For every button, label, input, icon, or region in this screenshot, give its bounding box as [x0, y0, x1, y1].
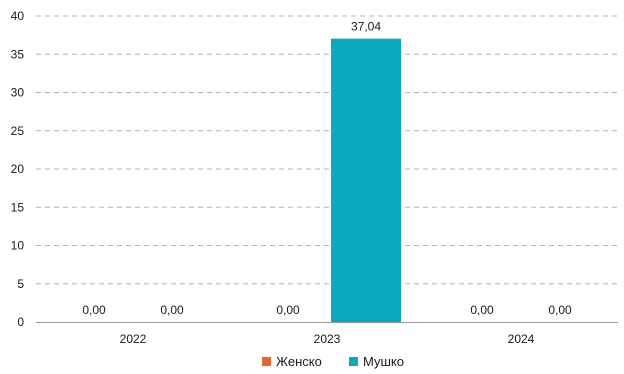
- legend-swatch: [262, 357, 271, 366]
- gridlines: [36, 15, 618, 285]
- y-tick-label: 40: [11, 9, 25, 23]
- data-label: 37,04: [351, 20, 381, 34]
- legend: Женско Мушко: [262, 354, 404, 369]
- data-label: 0,00: [470, 303, 494, 317]
- data-label: 0,00: [82, 303, 106, 317]
- legend-swatch: [349, 357, 358, 366]
- x-axis-tick-labels: 2022 2023 2024: [120, 332, 535, 346]
- x-tick-label: 2024: [508, 332, 535, 346]
- y-tick-label: 30: [11, 86, 25, 100]
- data-labels: 0,00 0,00 0,00 37,04 0,00 0,00: [82, 20, 572, 317]
- y-tick-label: 35: [11, 47, 25, 61]
- data-label: 0,00: [276, 303, 300, 317]
- data-label: 0,00: [160, 303, 184, 317]
- y-tick-label: 25: [11, 124, 25, 138]
- bars: [331, 38, 401, 322]
- y-tick-label: 20: [11, 162, 25, 176]
- y-tick-label: 5: [17, 277, 24, 291]
- x-tick-label: 2023: [314, 332, 341, 346]
- x-tick-label: 2022: [120, 332, 147, 346]
- y-axis-tick-labels: 0 5 10 15 20 25 30 35 40: [11, 9, 25, 329]
- legend-label: Мушко: [363, 354, 404, 369]
- bar-male-2023: [331, 38, 401, 322]
- y-tick-label: 0: [17, 315, 24, 329]
- y-tick-label: 10: [11, 239, 25, 253]
- data-label: 0,00: [548, 303, 572, 317]
- legend-label: Женско: [276, 354, 322, 369]
- y-tick-label: 15: [11, 200, 25, 214]
